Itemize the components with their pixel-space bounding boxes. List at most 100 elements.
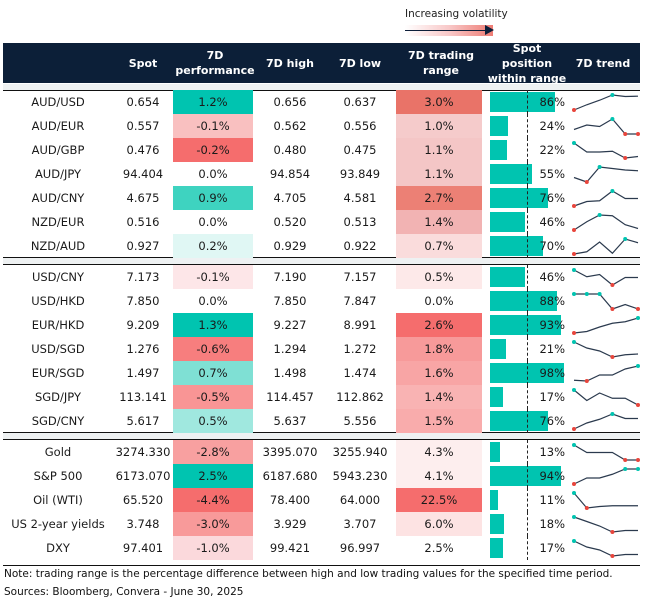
table-row: AUD/EUR 0.557 -0.1% 0.562 0.556 1.0% 24% xyxy=(3,114,640,138)
trend-sparkline xyxy=(572,340,639,359)
table-row: DXY 97.401 -1.0% 99.421 96.997 2.5% 17% xyxy=(3,536,640,560)
position-bar xyxy=(490,140,507,160)
cell-spot: 7.173 xyxy=(126,270,160,284)
position-bar xyxy=(490,514,504,534)
trend-max-marker xyxy=(572,340,576,344)
trend-min-marker xyxy=(584,180,589,184)
cell-perf: -0.5% xyxy=(173,385,253,409)
position-label: 46% xyxy=(539,270,565,284)
cell-range: 1.1% xyxy=(396,162,482,186)
trend-max-marker xyxy=(610,189,615,193)
position-cell: 13% xyxy=(487,440,567,464)
cell-high: 3.929 xyxy=(273,517,307,531)
position-label: 93% xyxy=(539,318,565,332)
midpoint-line xyxy=(527,138,528,162)
trend-sparkline xyxy=(572,467,640,486)
position-bar xyxy=(490,490,499,510)
cell-low: 0.475 xyxy=(343,143,377,157)
trend-sparkline xyxy=(572,412,638,431)
cell-high: 0.480 xyxy=(273,143,307,157)
position-label: 13% xyxy=(539,445,565,459)
midpoint-line xyxy=(527,162,528,186)
cell-low: 4.581 xyxy=(343,191,377,205)
cell-high: 6187.680 xyxy=(262,469,318,483)
trend-line xyxy=(573,540,638,557)
cell-low: 8.991 xyxy=(343,318,377,332)
trend-line xyxy=(573,341,639,358)
position-cell: 22% xyxy=(487,138,567,162)
cell-range: 0.5% xyxy=(396,265,482,289)
trend-sparkline xyxy=(572,292,640,311)
trend-min-marker xyxy=(636,403,640,407)
cell-spot: 0.654 xyxy=(126,95,160,109)
cell-name: USD/SGD xyxy=(31,342,85,356)
cell-high: 7.850 xyxy=(273,294,307,308)
position-bar xyxy=(490,442,500,462)
cell-high: 5.637 xyxy=(273,414,307,428)
cell-spot: 0.516 xyxy=(126,215,160,229)
cell-spot: 1.497 xyxy=(126,366,160,380)
separator-band xyxy=(3,84,640,90)
position-bar xyxy=(490,315,561,335)
position-label: 22% xyxy=(539,143,565,157)
trend-max-marker xyxy=(572,539,576,543)
midpoint-line xyxy=(527,385,528,409)
cell-perf: -2.8% xyxy=(173,440,253,464)
cell-name: SGD/CNY xyxy=(31,414,85,428)
separator-band xyxy=(3,433,640,439)
table-row: AUD/GBP 0.476 -0.2% 0.480 0.475 1.1% 22% xyxy=(3,138,640,162)
position-label: 21% xyxy=(539,342,565,356)
cell-perf: -0.2% xyxy=(173,138,253,162)
cell-spot: 9.209 xyxy=(126,318,160,332)
cell-low: 96.997 xyxy=(339,541,381,555)
trend-sparkline xyxy=(572,237,639,256)
trend-min-marker xyxy=(610,283,615,287)
table-row: Oil (WTI) 65.520 -4.4% 78.400 64.000 22.5% 11% xyxy=(3,488,640,512)
cell-low: 93.849 xyxy=(339,167,381,181)
separator-rule xyxy=(3,439,640,440)
cell-name: AUD/CNY xyxy=(31,191,85,205)
position-cell: 98% xyxy=(487,361,567,385)
cell-range: 2.6% xyxy=(396,313,482,337)
trend-min-marker xyxy=(610,554,615,558)
cell-name: DXY xyxy=(46,541,70,555)
trend-sparkline xyxy=(572,515,638,534)
trend-max-marker xyxy=(597,165,602,169)
trend-min-marker xyxy=(572,204,576,208)
cell-spot: 1.276 xyxy=(126,342,160,356)
cell-name: USD/CNY xyxy=(31,270,85,284)
cell-name: NZD/EUR xyxy=(31,215,85,229)
cell-range: 0.0% xyxy=(396,289,482,313)
separator-rule xyxy=(3,257,640,258)
position-bar xyxy=(490,212,525,232)
cell-name: NZD/AUD xyxy=(30,239,86,253)
trend-sparkline xyxy=(572,93,639,112)
trend-min-marker xyxy=(610,307,615,311)
trend-max-marker xyxy=(572,141,576,145)
table-row: USD/HKD 7.850 0.0% 7.850 7.847 0.0% 88% xyxy=(3,289,640,313)
trend-sparkline xyxy=(572,189,638,208)
table-row: NZD/EUR 0.516 0.0% 0.520 0.513 1.4% 46% xyxy=(3,210,640,234)
midpoint-line xyxy=(527,234,528,258)
trend-max-marker xyxy=(572,515,576,519)
trend-sparkline xyxy=(572,443,640,462)
col-high: 7D high xyxy=(266,56,314,70)
trend-max-marker xyxy=(597,213,602,217)
position-cell: 17% xyxy=(487,385,567,409)
position-bar xyxy=(490,538,503,558)
position-bar xyxy=(490,92,556,112)
arrow-head-icon xyxy=(485,25,494,35)
trend-max-marker xyxy=(597,292,602,296)
trend-line xyxy=(573,492,638,509)
position-bar xyxy=(490,164,532,184)
trend-max-marker xyxy=(636,364,640,368)
position-cell: 18% xyxy=(487,512,567,536)
position-cell: 46% xyxy=(487,265,567,289)
position-label: 55% xyxy=(539,167,565,181)
trend-line xyxy=(573,269,638,286)
trend-max-marker xyxy=(572,388,576,392)
cell-low: 7.157 xyxy=(343,270,377,284)
legend-label: Increasing volatility xyxy=(405,8,508,20)
trend-max-marker xyxy=(610,412,615,416)
